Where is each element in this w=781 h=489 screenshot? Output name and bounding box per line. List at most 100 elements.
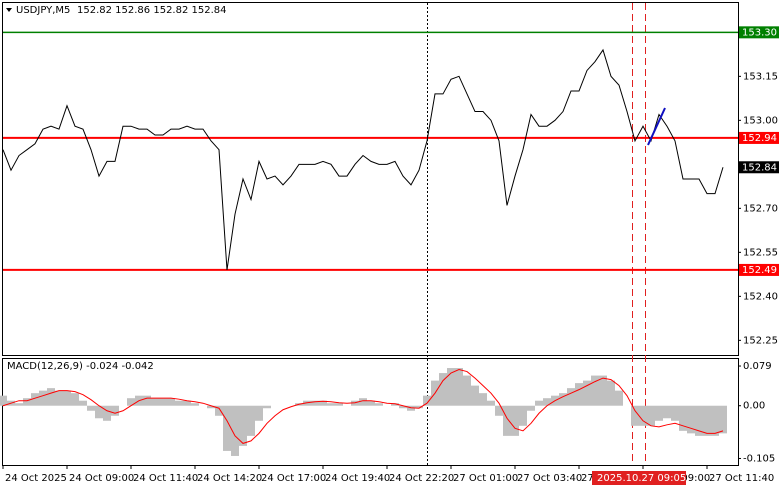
macd-bar: [39, 390, 47, 406]
macd-bar: [231, 405, 239, 456]
macd-bar: [263, 405, 271, 409]
macd-bar: [367, 400, 375, 406]
macd-bar: [527, 405, 535, 411]
macd-bar: [351, 400, 359, 406]
macd-bar: [663, 405, 671, 419]
menu-arrow: [6, 8, 12, 12]
signal-line: [2, 369, 724, 444]
x-tick-label: 24 Oct 19:40: [325, 473, 390, 484]
macd-bar: [559, 393, 567, 406]
y-tick-label: 153.15: [743, 71, 778, 82]
macd-bar: [647, 405, 655, 426]
current-price-label: 152.84: [742, 162, 777, 173]
trend-line: [647, 107, 666, 146]
macd-bar: [503, 405, 511, 436]
macd-bar: [319, 400, 327, 406]
macd-bar: [311, 400, 319, 406]
ohlc-values: 152.82 152.86 152.82 152.84: [77, 5, 227, 16]
macd-bar: [15, 403, 23, 406]
macd-bar: [143, 395, 151, 406]
x-tick-label: 27 Oct 11:40: [709, 473, 774, 484]
macd-bar: [167, 398, 175, 406]
macd-bar: [607, 380, 615, 406]
macd-bar: [71, 393, 79, 406]
macd-bar: [423, 395, 431, 406]
y-tick-label: 152.55: [743, 247, 778, 258]
macd-bar: [495, 405, 503, 416]
macd-bar: [567, 388, 575, 406]
x-tick-label: 27 Oct 03:40: [517, 473, 582, 484]
macd-bar: [255, 405, 263, 421]
macd-bar: [55, 390, 63, 406]
macd-bar: [375, 403, 383, 406]
macd-bar: [583, 380, 591, 406]
macd-bar: [519, 405, 527, 426]
macd-bar: [87, 405, 95, 411]
macd-bar: [0, 395, 7, 406]
macd-bar: [359, 398, 367, 406]
level-label: 152.94: [742, 133, 777, 144]
y-tick-label: 152.70: [743, 203, 778, 214]
macd-bar: [391, 403, 399, 406]
macd-bar: [471, 385, 479, 406]
x-tick-label: 24 Oct 17:00: [261, 473, 326, 484]
macd-bar: [151, 398, 159, 406]
level-label-box: [739, 131, 779, 144]
macd-bar: [631, 405, 639, 426]
level-label: 153.30: [742, 27, 777, 38]
macd-bar: [159, 398, 167, 406]
macd-bar: [487, 400, 495, 406]
macd-bar: [47, 388, 55, 406]
macd-bar: [671, 405, 679, 421]
price-line: [2, 48, 724, 271]
macd-bar: [463, 375, 471, 406]
macd-bar: [511, 405, 519, 436]
y-tick-label: -0.105: [743, 453, 775, 464]
macd-bar: [103, 405, 111, 421]
macd-bar: [679, 405, 687, 431]
level-label-box: [739, 26, 779, 39]
macd-bar: [23, 398, 31, 406]
macd-bar: [599, 375, 607, 406]
macd-bar: [447, 368, 455, 406]
level-label: 152.49: [742, 265, 777, 276]
macd-bar: [191, 403, 199, 406]
macd-bar: [95, 405, 103, 419]
x-tick-label: 24 Oct 09:00: [69, 473, 134, 484]
macd-bar: [247, 405, 255, 436]
macd-bar: [655, 405, 663, 421]
macd-bar: [183, 400, 191, 406]
price-panel: [2, 2, 739, 356]
macd-bar: [335, 403, 343, 406]
y-tick-label: 153.00: [743, 115, 778, 126]
x-tick-label: 24 Oct 22:20: [389, 473, 454, 484]
current-price-box: [739, 161, 779, 174]
chart-title: USDJPY,M5: [16, 5, 70, 16]
macd-bar: [175, 400, 183, 406]
macd-bar: [543, 398, 551, 406]
crosshair-box: [592, 471, 686, 485]
macd-bar: [479, 393, 487, 406]
y-tick-label: 0.00: [743, 401, 765, 412]
macd-bar: [239, 405, 247, 446]
macd-bar: [223, 405, 231, 451]
crosshair-label: 2025.10.27 09:05: [597, 473, 686, 484]
macd-panel: [2, 358, 739, 466]
macd-bar: [575, 383, 583, 406]
y-tick-label: 152.40: [743, 291, 778, 302]
x-tick-label: 24 Oct 14:20: [197, 473, 262, 484]
macd-bar: [399, 405, 407, 409]
level-label-box: [739, 263, 779, 276]
macd-bar: [327, 403, 335, 406]
x-tick-label: 24 Oct 11:40: [133, 473, 198, 484]
x-tick-label: 24 Oct 2025: [5, 473, 67, 484]
macd-bar: [215, 405, 223, 416]
macd-bar: [111, 405, 119, 416]
macd-bar: [127, 398, 135, 406]
macd-bar: [711, 405, 719, 436]
macd-bar: [79, 400, 87, 406]
macd-bar: [719, 405, 727, 434]
macd-title: MACD(12,26,9) -0.024 -0.042: [7, 361, 154, 372]
y-tick-label: 152.25: [743, 335, 778, 346]
